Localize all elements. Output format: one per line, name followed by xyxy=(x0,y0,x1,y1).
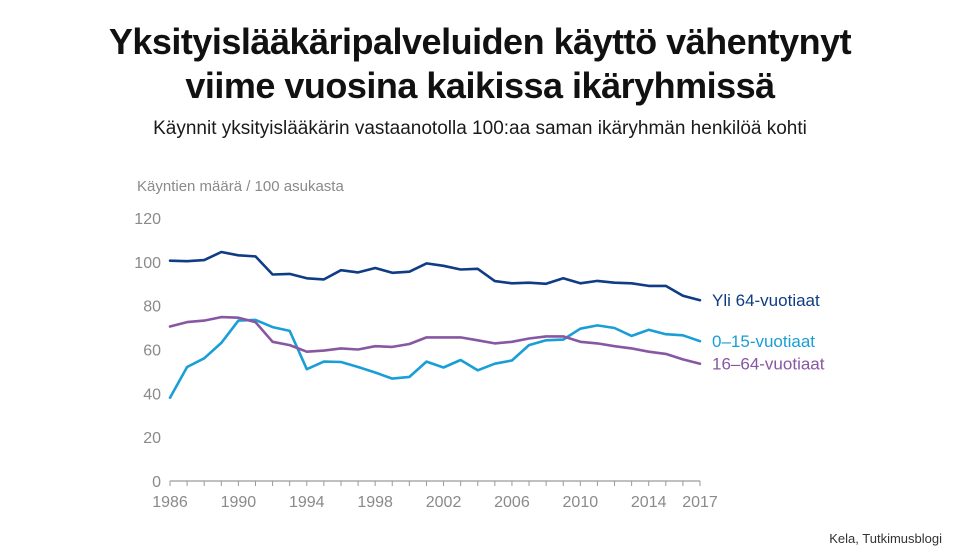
series-label-1: 0–15-vuotiaat xyxy=(712,332,815,351)
source-credit: Kela, Tutkimusblogi xyxy=(829,531,942,546)
y-tick-label: 60 xyxy=(143,343,161,360)
y-tick-label: 20 xyxy=(143,430,161,447)
chart-subtitle: Käynnit yksityislääkärin vastaanotolla 1… xyxy=(153,118,807,139)
y-tick-label: 80 xyxy=(143,299,161,316)
x-tick-label: 2010 xyxy=(563,494,599,511)
x-tick-label: 2006 xyxy=(494,494,530,511)
series-label-0: Yli 64-vuotiaat xyxy=(712,291,820,310)
x-tick-label: 2002 xyxy=(426,494,462,511)
series-labels: Yli 64-vuotiaat 0–15-vuotiaat 16–64-vuotia… xyxy=(712,291,825,374)
y-tick-label: 40 xyxy=(143,386,161,403)
series-line-0 xyxy=(168,250,702,302)
y-axis-ticks: 0 20 40 60 80 100 120 xyxy=(134,211,161,491)
series-lines xyxy=(168,250,702,400)
chart-title-line-2: viime vuosina kaikissa ikäryhmissä xyxy=(185,65,775,106)
chart-title: Yksityislääkäripalveluiden käyttö vähent… xyxy=(0,20,960,108)
x-tick-label: 1990 xyxy=(221,494,257,511)
chart-title-line-1: Yksityislääkäripalveluiden käyttö vähent… xyxy=(108,21,852,62)
series-line-2 xyxy=(168,315,702,366)
x-axis: 1986 1990 1994 1998 2002 2006 2010 2014 2017 xyxy=(152,480,718,511)
x-tick-label: 1986 xyxy=(152,494,188,511)
y-tick-label: 120 xyxy=(134,211,161,228)
x-tick-label: 1994 xyxy=(289,494,325,511)
y-tick-label: 0 xyxy=(152,474,161,491)
series-label-2: 16–64-vuotiaat xyxy=(712,355,825,374)
x-tick-label: 2014 xyxy=(631,494,667,511)
series-line-1 xyxy=(168,318,702,400)
x-tick-label: 1998 xyxy=(357,494,393,511)
y-axis-label: Käyntien määrä / 100 asukasta xyxy=(137,178,344,195)
x-tick-label: 2017 xyxy=(682,494,718,511)
y-tick-label: 100 xyxy=(134,255,161,272)
